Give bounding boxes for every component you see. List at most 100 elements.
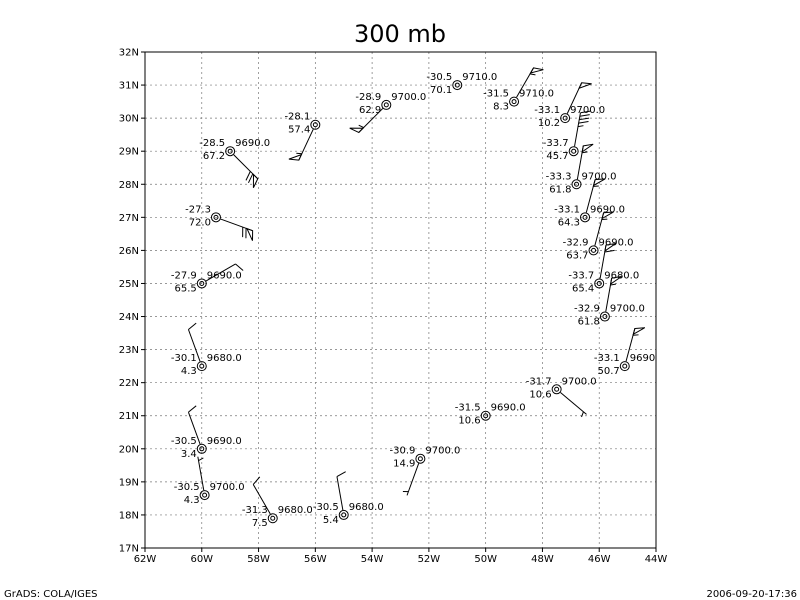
station-dewpoint: 61.8 [549, 184, 571, 195]
wind-barb [187, 405, 201, 445]
station-dewpoint: 62.9 [359, 105, 381, 116]
station-height: 9690.0 [207, 436, 242, 447]
station-marker [582, 214, 588, 220]
station-dewpoint: 45.7 [546, 151, 568, 162]
station-circle [196, 443, 207, 454]
station-temp: -28.1 [284, 112, 310, 123]
station-temp: -31.3 [242, 505, 268, 516]
station-dewpoint: 14.9 [393, 459, 415, 470]
wind-barb [349, 108, 384, 134]
station-marker [454, 82, 460, 88]
station-temp: -27.3 [185, 204, 211, 215]
station: -30.5 9700.0 4.3 [174, 456, 245, 506]
station-marker [383, 102, 389, 108]
station: -30.5 9680.0 5.4 [313, 471, 384, 526]
y-tick-label: 26N [119, 246, 139, 257]
y-tick-label: 21N [119, 411, 139, 422]
station: -28.9 9700.0 62.9 [349, 92, 426, 134]
wind-barb [516, 67, 544, 98]
y-tick-label: 18N [119, 510, 139, 521]
station-dewpoint: 65.5 [175, 283, 197, 294]
station-dewpoint: 70.1 [430, 85, 452, 96]
station-marker [622, 363, 628, 369]
station-temp: -30.5 [174, 482, 200, 493]
wind-barb [233, 154, 259, 189]
station-circle [594, 278, 605, 289]
station-circle [560, 113, 571, 124]
station-temp: -28.5 [199, 138, 225, 149]
station-temp: -32.9 [574, 304, 600, 315]
y-tick-label: 20N [119, 444, 139, 455]
station-marker [571, 148, 577, 154]
station: -30.5 9710.0 70.1 [426, 72, 497, 96]
station-temp: -33.1 [594, 353, 620, 364]
x-tick-label: 44W [645, 554, 668, 565]
station-marker [483, 413, 489, 419]
station-dewpoint: 72.0 [189, 217, 211, 228]
station-circle [480, 410, 491, 421]
station-temp: -33.3 [546, 171, 572, 182]
station: -27.9 9690.0 65.5 [171, 263, 244, 294]
station-height: 9700.0 [610, 304, 645, 315]
wind-barb [599, 242, 617, 279]
station-height: 9690.0 [590, 204, 625, 215]
station-height: 9700.0 [582, 171, 617, 182]
wind-barb [576, 143, 594, 180]
wind-barb [625, 327, 646, 362]
station-marker [312, 122, 318, 128]
footer-left: GrADS: COLA/IGES [4, 589, 98, 600]
station: -30.5 9690.0 3.4 [171, 405, 242, 460]
station-temp: -33.1 [534, 105, 560, 116]
station-circle [210, 212, 221, 223]
station: -32.9 9690.0 63.7 [563, 211, 634, 261]
station-dewpoint: 3.4 [181, 449, 197, 460]
station-circle [381, 99, 392, 110]
station-circle [196, 361, 207, 372]
x-tick-label: 56W [304, 554, 327, 565]
wind-barb [336, 471, 346, 511]
station-height: 9690.0 [491, 403, 526, 414]
wind-barb [288, 129, 314, 161]
station-dewpoint: 7.5 [252, 518, 268, 529]
station-height: 9680.0 [604, 270, 639, 281]
station-temp: -28.9 [355, 92, 381, 103]
station-marker [199, 363, 205, 369]
station-marker [602, 314, 608, 320]
station-circle [571, 179, 582, 190]
plot-frame [144, 51, 657, 549]
station-marker [270, 515, 276, 521]
x-tick-label: 46W [588, 554, 611, 565]
axis-ticks: 62W 60W 58W 56W 54W 52W 50W 48W 46W 44W 17N 18N 19N 2… [119, 48, 668, 566]
gridlines [145, 52, 656, 548]
station-marker [199, 280, 205, 286]
wind-barb [574, 110, 591, 147]
x-tick-label: 52W [418, 554, 441, 565]
station-circle [568, 146, 579, 157]
station: -33.1 9700.0 10.2 [534, 82, 605, 129]
x-tick-label: 60W [190, 554, 213, 565]
station-height: 9680.0 [349, 502, 384, 513]
wind-barb [205, 263, 244, 282]
station-circle [452, 80, 463, 91]
station-dewpoint: 4.3 [184, 495, 200, 506]
station-dewpoint: 8.3 [493, 102, 509, 113]
station-height: 9690 [630, 353, 655, 364]
station-circle [196, 278, 207, 289]
station-marker [341, 512, 347, 518]
footer-right: 2006-09-20-17:36 [706, 589, 797, 600]
station-dewpoint: 10.6 [458, 416, 480, 427]
wind-barb [402, 463, 420, 496]
station-dewpoint: 10.6 [529, 389, 551, 400]
station-height: 9690.0 [207, 270, 242, 281]
station: -33.1 9690 50.7 [594, 327, 655, 377]
x-tick-label: 58W [247, 554, 270, 565]
station-circle [509, 96, 520, 107]
station-height: 9680.0 [207, 353, 242, 364]
station-dewpoint: 67.2 [203, 151, 225, 162]
wind-barb [197, 456, 205, 491]
station-height: 9700.0 [570, 105, 605, 116]
station-dewpoint: 57.4 [288, 125, 310, 136]
station-dewpoint: 63.7 [566, 250, 588, 261]
station-temp: -27.9 [171, 270, 197, 281]
wind-barb [187, 322, 201, 362]
